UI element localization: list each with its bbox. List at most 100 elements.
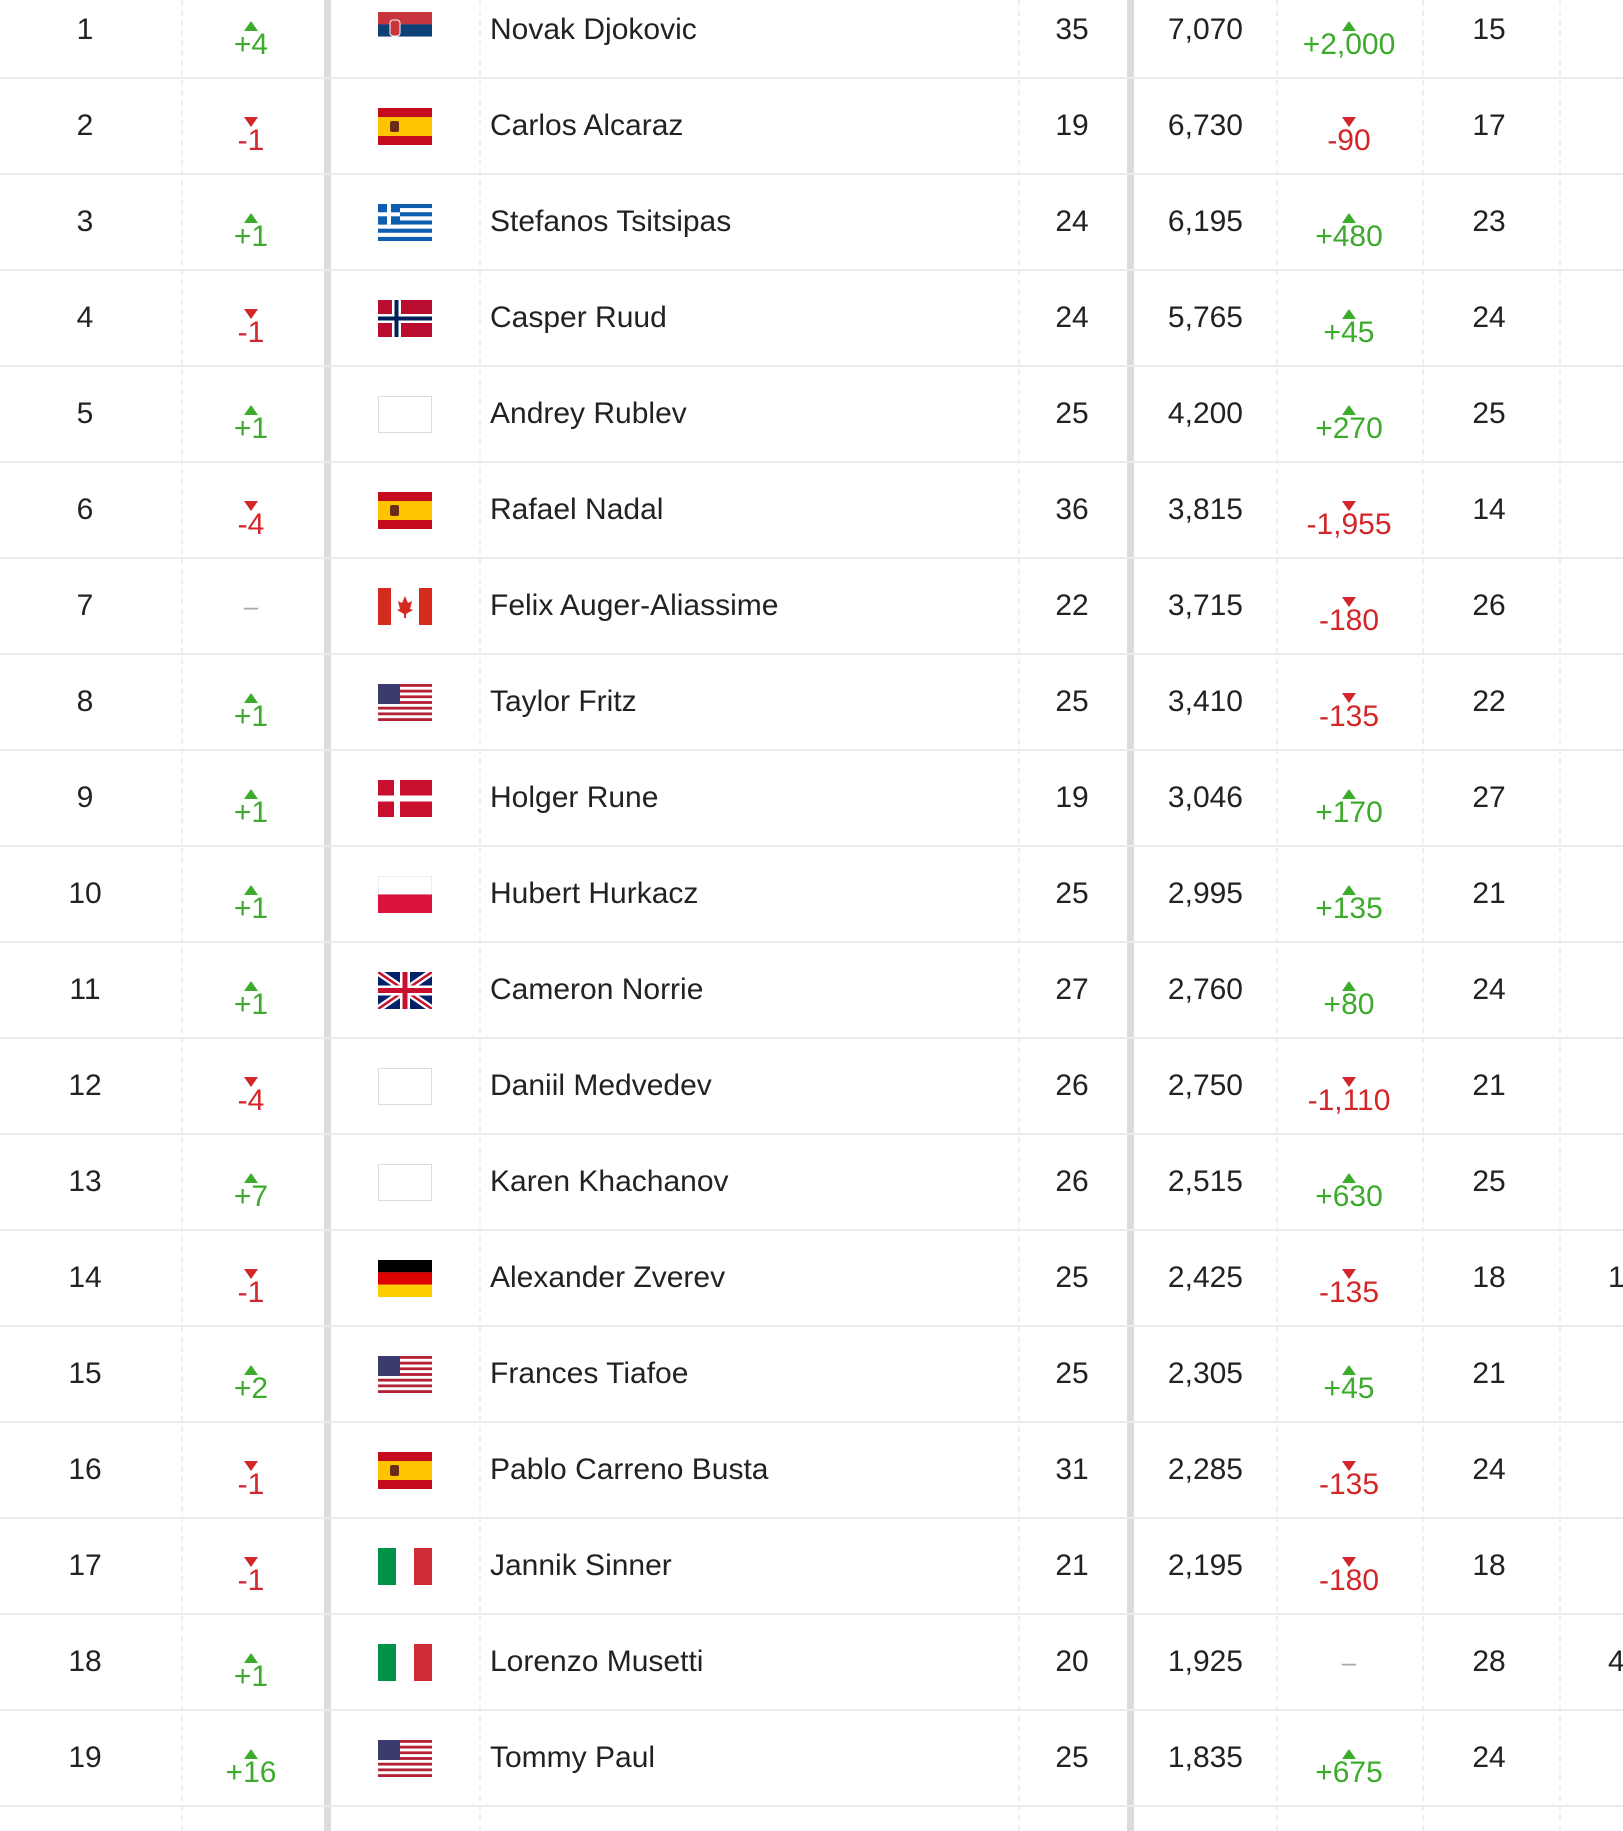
flag [378, 1068, 432, 1105]
age: 22 [1055, 589, 1089, 622]
column-value: 25 [1472, 397, 1506, 430]
rank: 6 [76, 493, 94, 526]
column-divider [1422, 0, 1424, 1831]
flag [378, 684, 432, 722]
rank: 8 [76, 685, 94, 718]
points-change-arrow [1342, 1736, 1356, 1759]
column-value: 22 [1472, 685, 1506, 718]
player-name: Pablo Carreno Busta [490, 1453, 769, 1486]
row-divider [0, 1037, 1623, 1039]
rank-change: -1 [237, 316, 265, 349]
row-divider [0, 1805, 1623, 1807]
points-change: +135 [1315, 892, 1383, 925]
rank-change-arrow [244, 8, 258, 31]
flag [378, 1644, 432, 1681]
points: 2,285 [1167, 1453, 1243, 1486]
flag [378, 1260, 432, 1297]
points-change: +170 [1315, 796, 1383, 829]
column-value: 21 [1472, 877, 1506, 910]
rank-change-arrow [244, 680, 258, 703]
age: 36 [1055, 493, 1089, 526]
age: 25 [1055, 1741, 1089, 1774]
column-value: 15 [1472, 13, 1506, 46]
player-name: Daniil Medvedev [490, 1069, 712, 1102]
age: 26 [1055, 1069, 1089, 1102]
points-change-arrow [1342, 1256, 1356, 1279]
player-name: Carlos Alcaraz [490, 109, 684, 142]
rank-change-arrow [244, 776, 258, 799]
column-value: 27 [1472, 781, 1506, 814]
age: 31 [1055, 1453, 1089, 1486]
column-value: 26 [1472, 589, 1506, 622]
column-value: 23 [1472, 205, 1506, 238]
rank: 18 [68, 1645, 102, 1678]
points-change-arrow [1342, 776, 1356, 799]
points-change-arrow [1342, 1448, 1356, 1471]
points: 2,750 [1167, 1069, 1243, 1102]
row-divider [0, 941, 1623, 943]
flag [378, 1164, 432, 1201]
points-change: +45 [1323, 1372, 1375, 1405]
age: 27 [1055, 973, 1089, 1006]
rank-change-arrow [244, 104, 258, 127]
points-change: +80 [1323, 988, 1375, 1021]
points-change-arrow [1342, 968, 1356, 991]
points-change: -135 [1318, 1468, 1380, 1501]
column-value: 21 [1472, 1069, 1506, 1102]
points-change: -180 [1318, 604, 1380, 637]
rank-change: -1 [237, 1276, 265, 1309]
flag [378, 108, 432, 145]
rank-change-arrow [244, 296, 258, 319]
column-divider [479, 0, 481, 1831]
column-value: 21 [1472, 1357, 1506, 1390]
column-divider [1018, 0, 1020, 1831]
rank-change: -1 [237, 1468, 265, 1501]
rank-change: +1 [233, 412, 269, 445]
points: 2,760 [1167, 973, 1243, 1006]
column-value: 18 [1472, 1261, 1506, 1294]
points: 6,195 [1167, 205, 1243, 238]
rank: 12 [68, 1069, 102, 1102]
player-name: Jannik Sinner [490, 1549, 672, 1582]
points: 3,046 [1167, 781, 1243, 814]
points-change-arrow [1342, 872, 1356, 895]
rank-change-arrow [244, 1640, 258, 1663]
points-change-arrow [1342, 1160, 1356, 1183]
points: 1,925 [1167, 1645, 1243, 1678]
points: 2,425 [1167, 1261, 1243, 1294]
row-divider [0, 1709, 1623, 1711]
age: 20 [1055, 1645, 1089, 1678]
age: 25 [1055, 1261, 1089, 1294]
column-separator [1127, 0, 1134, 1831]
points-change: +630 [1315, 1180, 1383, 1213]
rank: 9 [76, 781, 94, 814]
points: 2,305 [1167, 1357, 1243, 1390]
age: 25 [1055, 397, 1089, 430]
row-divider [0, 1421, 1623, 1423]
column-divider [1559, 0, 1561, 1831]
age: 19 [1055, 781, 1089, 814]
points: 2,515 [1167, 1165, 1243, 1198]
flag [378, 1356, 432, 1394]
rank: 5 [76, 397, 94, 430]
rank: 7 [76, 589, 94, 622]
rank: 2 [76, 109, 94, 142]
flag [378, 588, 432, 625]
row-divider [0, 269, 1623, 271]
flag [378, 1452, 432, 1489]
rank-change: -1 [237, 124, 265, 157]
points: 3,815 [1167, 493, 1243, 526]
column-separator [324, 0, 331, 1831]
player-name: Alexander Zverev [490, 1261, 726, 1294]
row-divider [0, 1613, 1623, 1615]
player-name: Karen Khachanov [490, 1165, 729, 1198]
row-divider [0, 749, 1623, 751]
rank-change: +1 [233, 1660, 269, 1693]
column-value: 17 [1472, 109, 1506, 142]
rank-change-arrow [244, 1160, 258, 1183]
column-value: 18 [1472, 1549, 1506, 1582]
column-value: 24 [1472, 301, 1506, 334]
rank: 3 [76, 205, 94, 238]
player-name: Frances Tiafoe [490, 1357, 689, 1390]
row-divider [0, 557, 1623, 559]
